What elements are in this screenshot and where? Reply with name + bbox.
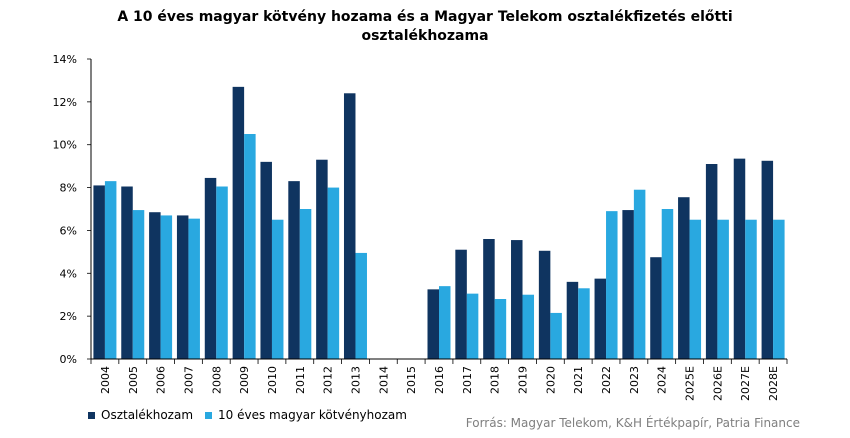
bar-bond	[188, 218, 200, 359]
bar-bond	[299, 209, 312, 359]
bar-dividend	[705, 164, 718, 359]
bar-bond	[773, 219, 785, 359]
x-tick-label: 2013	[349, 366, 362, 394]
x-tick-label: 2014	[377, 366, 390, 394]
bar-dividend	[733, 158, 746, 359]
bar-bond	[327, 187, 340, 359]
bar-bond	[745, 219, 757, 359]
bar-dividend	[538, 250, 551, 359]
bar-bond	[522, 294, 535, 359]
x-tick-label: 2017	[461, 366, 474, 394]
bar-dividend	[149, 212, 161, 359]
bar-dividend	[93, 185, 105, 359]
y-tick-label: 10%	[53, 139, 77, 152]
bar-bond	[439, 286, 451, 359]
y-tick-label: 12%	[53, 96, 77, 109]
x-tick-label: 2005	[127, 366, 140, 394]
bar-dividend	[511, 240, 523, 359]
x-tick-label: 2015	[405, 366, 418, 394]
bar-dividend	[761, 160, 774, 359]
x-tick-label: 2004	[99, 366, 112, 394]
bar-bond	[494, 299, 507, 359]
y-tick-label: 4%	[60, 267, 77, 280]
bar-dividend	[121, 186, 133, 359]
bar-bond	[606, 211, 618, 359]
bar-dividend	[204, 177, 217, 359]
bar-bond	[578, 288, 590, 359]
x-tick-label: 2009	[238, 366, 251, 394]
y-tick-label: 14%	[53, 53, 77, 66]
legend-item-dividend: Osztalékhozam	[88, 408, 193, 422]
x-tick-label: 2020	[544, 366, 557, 394]
x-tick-label: 2022	[600, 366, 613, 394]
bar-bond	[271, 219, 284, 359]
x-tick-label: 2010	[266, 366, 279, 394]
y-tick-label: 8%	[60, 182, 77, 195]
bar-bond	[244, 134, 256, 359]
chart-title: A 10 éves magyar kötvény hozama és a Mag…	[0, 8, 850, 46]
x-tick-label: 2011	[294, 366, 307, 394]
bar-bond	[216, 186, 228, 359]
bar-bond	[661, 209, 674, 359]
legend: Osztalékhozam 10 éves magyar kötvényhoza…	[88, 408, 419, 422]
bar-bond	[717, 219, 729, 359]
bar-dividend	[288, 181, 300, 359]
x-tick-label: 2027E	[739, 366, 752, 401]
x-tick-label: 2021	[572, 366, 585, 394]
bar-dividend	[455, 249, 467, 359]
x-tick-label: 2008	[210, 366, 223, 394]
bar-dividend	[483, 239, 495, 359]
x-tick-label: 2024	[656, 366, 669, 394]
x-tick-label: 2028E	[767, 366, 780, 401]
x-tick-label: 2018	[489, 366, 502, 394]
x-tick-label: 2019	[517, 366, 530, 394]
bar-bond	[550, 312, 562, 359]
legend-swatch-bond	[205, 411, 213, 419]
x-tick-label: 2025E	[684, 366, 697, 401]
bar-dividend	[594, 278, 607, 359]
x-tick-label: 2016	[433, 366, 446, 394]
x-tick-label: 2012	[322, 366, 335, 394]
y-tick-label: 0%	[60, 353, 77, 366]
bar-bond	[355, 252, 367, 359]
bar-dividend	[232, 86, 245, 359]
legend-item-bond: 10 éves magyar kötvényhozam	[205, 408, 407, 422]
bar-dividend	[316, 159, 328, 359]
bar-dividend	[427, 289, 439, 359]
chart-title-line-2: osztalékhozama	[361, 28, 489, 44]
bar-bond	[160, 215, 173, 359]
bar-dividend	[176, 215, 189, 359]
x-tick-label: 2006	[155, 366, 168, 394]
legend-swatch-dividend	[88, 411, 95, 419]
bar-dividend	[343, 93, 356, 360]
source-note: Forrás: Magyar Telekom, K&H Értékpapír, …	[465, 416, 800, 430]
bar-dividend	[260, 161, 272, 359]
legend-label-bond: 10 éves magyar kötvényhozam	[218, 408, 407, 422]
bar-dividend	[678, 197, 690, 359]
y-tick-label: 6%	[60, 224, 77, 237]
x-tick-label: 2023	[628, 366, 641, 394]
y-tick-label: 2%	[60, 310, 77, 323]
bar-bond	[104, 181, 117, 359]
legend-label-dividend: Osztalékhozam	[101, 408, 194, 422]
x-tick-label: 2007	[182, 366, 195, 394]
bar-dividend	[566, 281, 579, 359]
bar-bond	[132, 210, 145, 359]
bar-bond	[689, 219, 702, 359]
x-tick-label: 2026E	[711, 366, 724, 401]
bar-dividend	[622, 210, 634, 359]
bar-bond	[466, 293, 479, 359]
bar-dividend	[650, 257, 662, 359]
bar-bond	[633, 189, 646, 359]
chart-title-line-1: A 10 éves magyar kötvény hozama és a Mag…	[117, 9, 733, 25]
